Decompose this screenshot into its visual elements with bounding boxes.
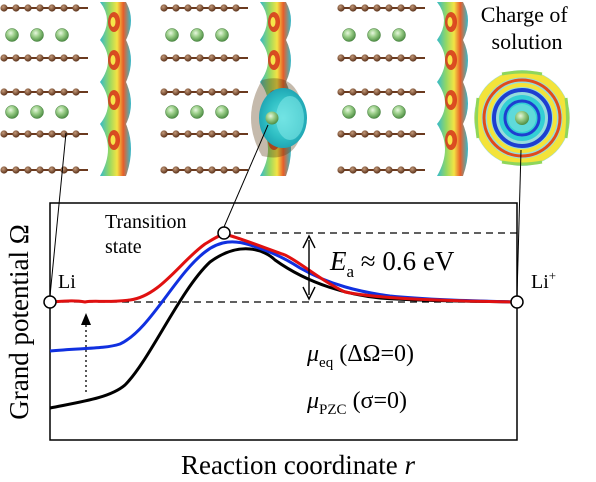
li-state-label: Li	[58, 271, 76, 293]
transition-state-marker	[217, 226, 231, 240]
li-connector-line	[49, 132, 67, 297]
li-ion-state-label: Li+	[531, 268, 556, 293]
plot-frame	[49, 202, 518, 441]
barrier-arrow	[302, 234, 316, 301]
ts-connector-line	[223, 124, 269, 228]
li-ion-connector-line	[516, 149, 522, 297]
charge-of-solution-label: Charge of solution	[481, 2, 573, 54]
legend-pzc: μPZC (σ=0)	[306, 388, 407, 418]
barrier-label: Ea ≈ 0.6 eV	[329, 246, 455, 281]
transition-state-label: Transition state	[105, 211, 192, 258]
transition-ion-blob	[251, 78, 307, 158]
y-axis-label: Grand potential Ω	[4, 224, 34, 420]
snapshot-3	[337, 2, 468, 176]
atomic-structure-panels	[0, 2, 468, 176]
li-endpoint-marker	[43, 295, 57, 309]
shift-dotted-arrow	[81, 313, 91, 392]
snapshot-1	[0, 2, 131, 176]
x-axis-label: Reaction coordinate r	[181, 450, 415, 480]
legend-equilibrium: μeq (ΔΩ=0)	[306, 341, 414, 371]
ion-charge-isosurface	[474, 70, 570, 166]
li-ion-endpoint-marker	[510, 295, 524, 309]
